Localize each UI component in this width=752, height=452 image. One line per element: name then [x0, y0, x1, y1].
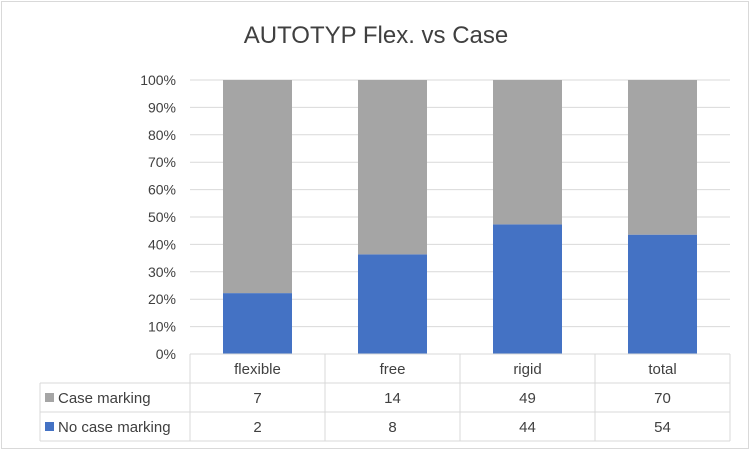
y-tick-label: 100%	[140, 72, 176, 88]
legend-label: No case marking	[58, 419, 171, 436]
table-cell-value: 70	[654, 390, 671, 407]
y-tick-label: 40%	[148, 236, 176, 252]
table-cell-value: 54	[654, 419, 671, 436]
table-cell-value: 8	[388, 419, 396, 436]
y-tick-label: 70%	[148, 154, 176, 170]
legend-key	[45, 422, 54, 431]
bar-segment	[628, 80, 697, 235]
y-tick-label: 20%	[148, 291, 176, 307]
bar-segment	[628, 234, 697, 354]
y-tick-label: 0%	[156, 346, 176, 362]
bar-segment	[358, 80, 427, 255]
legend-label: Case marking	[58, 390, 151, 407]
table-cell-value: 7	[253, 390, 261, 407]
bar-segment	[493, 80, 562, 225]
y-tick-label: 10%	[148, 319, 176, 335]
bar-segment	[493, 224, 562, 354]
chart-title: AUTOTYP Flex. vs Case	[243, 22, 509, 49]
y-tick-label: 30%	[148, 264, 176, 280]
y-tick-label: 60%	[148, 182, 176, 198]
legend-key	[45, 393, 54, 402]
category-label: free	[380, 361, 406, 378]
table-cell-value: 44	[519, 419, 536, 436]
table-cell-value: 2	[253, 419, 261, 436]
y-tick-label: 50%	[148, 209, 176, 225]
table-cell-value: 14	[384, 390, 401, 407]
bar-segment	[223, 293, 292, 354]
bar-segment	[358, 254, 427, 354]
category-label: rigid	[513, 361, 541, 378]
category-label: flexible	[234, 361, 281, 378]
bar-segment	[223, 80, 292, 294]
category-label: total	[648, 361, 676, 378]
y-tick-label: 90%	[148, 99, 176, 115]
y-tick-label: 80%	[148, 127, 176, 143]
table-cell-value: 49	[519, 390, 536, 407]
